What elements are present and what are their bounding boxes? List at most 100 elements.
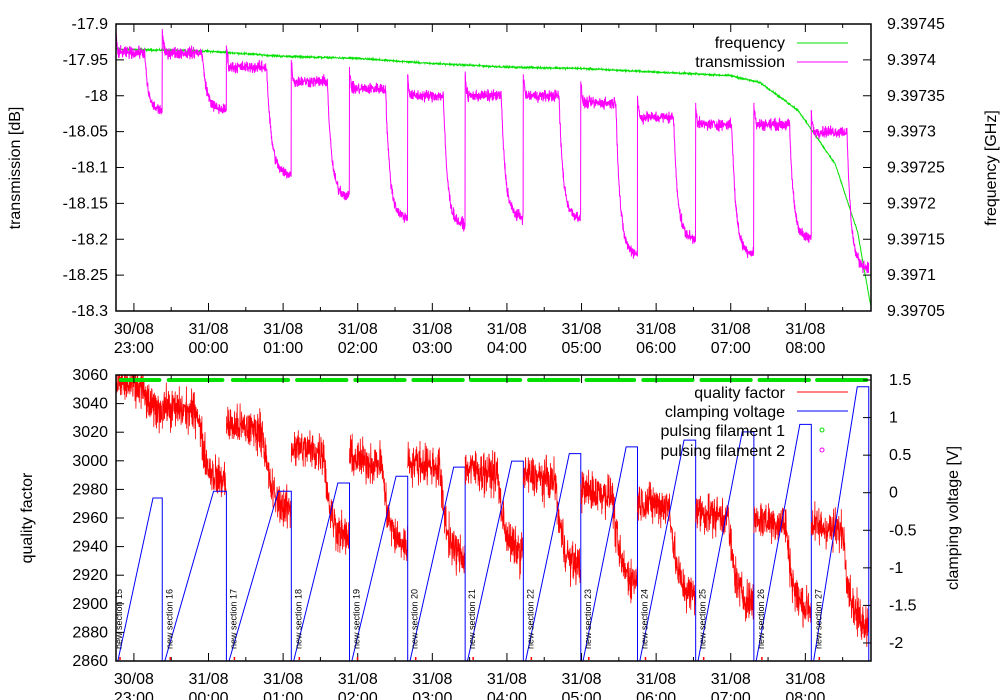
section-label: new section 18 (293, 589, 303, 649)
transmission-segment (349, 70, 409, 223)
x-tick-label-time: 06:00 (636, 340, 676, 357)
y-tick-label: 2920 (72, 567, 108, 584)
x-tick-label-time: 03:00 (412, 340, 452, 357)
y-tick-label: 3040 (72, 396, 108, 413)
legend-pulsing-filament-2-marker (819, 447, 825, 453)
y2-tick-label: -1.5 (889, 597, 917, 614)
x-tick-label-time: 07:00 (711, 340, 751, 357)
transmission-segment (407, 74, 466, 232)
y2-tick-label: 9.3973 (887, 124, 936, 141)
clamping-voltage-segment (755, 423, 812, 661)
y-tick-label: 3000 (72, 453, 108, 470)
pulsing-filament-1-point (286, 378, 291, 382)
section-label: new section 16 (164, 589, 174, 649)
y-tick-label: -18.25 (63, 267, 108, 284)
x-tick-label-time: 23:00 (114, 690, 154, 700)
clamping-voltage-segment (409, 466, 466, 661)
legend-clamping-voltage-label: clamping voltage (665, 404, 785, 421)
y-tick-label: 2880 (72, 624, 108, 641)
legend-pulsing-filament-1-label: pulsing filament 1 (660, 423, 785, 440)
x-tick-label-time: 02:00 (338, 340, 378, 357)
y2-tick-label: 9.39715 (887, 231, 945, 248)
clamping-voltage-segment (351, 475, 409, 661)
quality-factor-segment (580, 469, 638, 604)
y-tick-label: -18.1 (72, 160, 109, 177)
x-tick-label-time: 01:00 (263, 340, 303, 357)
axes: 30/08 23:00 31/08 00:00 31/08 01:00 31/08 02:00… (63, 16, 945, 700)
top-y-axis-label: transmission [dB] (7, 107, 24, 230)
pulsing-filament-1-point (402, 378, 407, 382)
bottom-plot-data (116, 375, 870, 661)
top-legend: frequency transmission (695, 35, 848, 71)
x-tick-label-time: 23:00 (114, 340, 154, 357)
x-tick-label-date: 31/08 (785, 671, 825, 688)
transmission-segment (695, 102, 755, 259)
y2-tick-label: 1 (889, 410, 898, 427)
x-tick-label-date: 31/08 (263, 671, 303, 688)
y-tick-label: -18.3 (72, 303, 109, 320)
x-tick-label-date: 31/08 (412, 321, 452, 338)
y2-tick-label: 0.5 (889, 447, 911, 464)
bottom-y-axis-label: quality factor (19, 472, 36, 563)
x-tick-label-time: 08:00 (785, 690, 825, 700)
x-tick-label-time: 04:00 (487, 690, 527, 700)
section-label: new section 27 (813, 589, 823, 649)
section-label: new section 20 (410, 589, 420, 649)
y2-tick-label: 9.3972 (887, 195, 936, 212)
transmission-segment (637, 97, 697, 245)
section-label: new section 23 (583, 589, 593, 649)
y2-tick-label: 9.3974 (887, 52, 936, 69)
pulsing-filament-1-point (518, 378, 523, 382)
x-tick-label-date: 31/08 (487, 671, 527, 688)
y2-tick-label: 9.39705 (887, 303, 945, 320)
quality-factor-segment (407, 440, 466, 576)
clamping-voltage-segment (228, 490, 292, 661)
x-tick-label-date: 31/08 (636, 671, 676, 688)
quality-factor-segment (290, 430, 350, 555)
y2-tick-label: 9.39725 (887, 160, 945, 177)
y-tick-label: -18 (85, 88, 108, 105)
section-label: new section 24 (639, 589, 649, 649)
quality-factor-segment (753, 503, 812, 629)
y-tick-label: -18.05 (63, 124, 108, 141)
x-tick-label-date: 31/08 (562, 321, 602, 338)
quality-factor-segment (349, 433, 408, 562)
transmission-segment (161, 28, 227, 115)
transmission-segment (116, 31, 163, 115)
y-tick-label: -17.9 (72, 16, 109, 33)
quality-factor-segment (637, 481, 696, 616)
pulsing-filament-1-point (632, 378, 637, 382)
y2-tick-label: 9.39745 (887, 16, 945, 33)
y2-tick-label: -2 (889, 635, 903, 652)
x-tick-label-date: 31/08 (785, 321, 825, 338)
transmission-segment (225, 48, 292, 179)
pulsing-filament-1-point (344, 378, 349, 382)
transmission-segment (464, 71, 524, 225)
clamping-voltage-segment (813, 386, 870, 661)
legend-transmission-label: transmission (695, 54, 785, 71)
quality-factor-segment (695, 493, 754, 622)
frequency-series (116, 46, 871, 306)
y-tick-label: 2960 (72, 510, 108, 527)
clamping-voltage-segment (164, 490, 227, 661)
y2-tick-label: 0 (889, 485, 898, 502)
quality-factor-segment (810, 501, 869, 647)
clamping-voltage-segment (466, 460, 524, 661)
x-tick-label-date: 31/08 (487, 321, 527, 338)
x-tick-label-time: 07:00 (711, 690, 751, 700)
transmission-segment (522, 79, 582, 223)
section-label: new section 22 (525, 589, 535, 649)
transmission-segment (580, 83, 638, 259)
pulsing-filament-1-point (806, 378, 811, 382)
transmission-segment (290, 62, 350, 201)
x-tick-label-time: 05:00 (562, 340, 602, 357)
x-tick-label-date: 31/08 (188, 321, 228, 338)
clamping-voltage-segment (117, 497, 163, 661)
quality-factor-segment (522, 454, 581, 587)
x-tick-label-time: 05:00 (562, 690, 602, 700)
legend-pulsing-filament-1-marker (819, 427, 825, 433)
section-label: new section 25 (698, 589, 708, 649)
y-tick-label: -18.2 (72, 231, 109, 248)
x-tick-label-time: 00:00 (188, 340, 228, 357)
x-tick-label-date: 30/08 (114, 321, 154, 338)
